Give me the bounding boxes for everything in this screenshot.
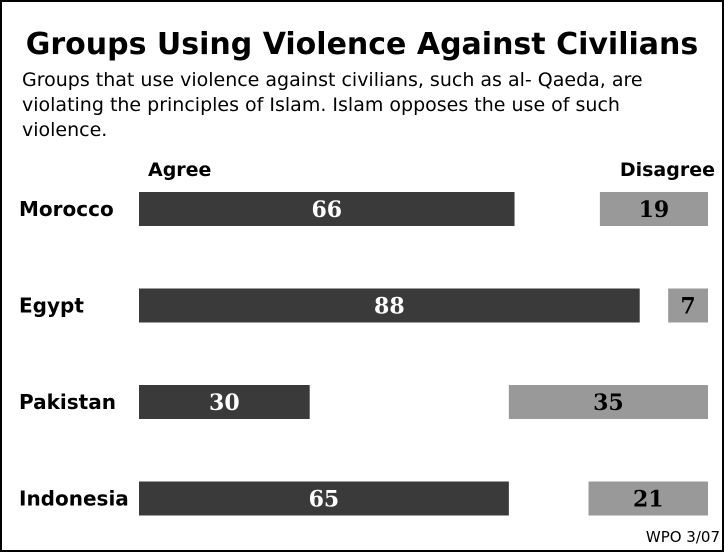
disagree-bar [599, 192, 708, 226]
disagree-value-label: 21 [633, 487, 664, 513]
category-label: Pakistan [19, 390, 116, 414]
agree-value-label: 30 [209, 390, 240, 416]
disagree-value-label: 19 [639, 197, 670, 223]
agree-value-label: 88 [374, 294, 405, 320]
bars-group: Morocco 66 19 Egypt 88 7 Pakistan 30 35 Indonesia… [19, 192, 708, 516]
category-label: Egypt [19, 294, 84, 318]
chart-subtitle: Groups that use violence against civilia… [22, 69, 643, 141]
disagree-bar [508, 385, 708, 419]
disagree-value-label: 35 [593, 390, 624, 416]
category-label: Morocco [19, 197, 114, 221]
source-footnote: WPO 3/07 [645, 528, 720, 546]
agree-bar [139, 288, 640, 323]
agree-bar [139, 385, 310, 419]
disagree-value-label: 7 [680, 294, 695, 320]
disagree-bar [668, 288, 708, 323]
legend-disagree-label: Disagree [620, 159, 715, 181]
agree-value-label: 65 [309, 487, 340, 513]
category-label: Indonesia [19, 487, 129, 511]
agree-value-label: 66 [311, 197, 342, 223]
legend-agree-label: Agree [148, 159, 211, 181]
chart-title: Groups Using Violence Against Civilians [26, 27, 698, 62]
agree-bar [139, 481, 509, 516]
agree-bar [139, 192, 515, 226]
disagree-bar [588, 481, 708, 516]
